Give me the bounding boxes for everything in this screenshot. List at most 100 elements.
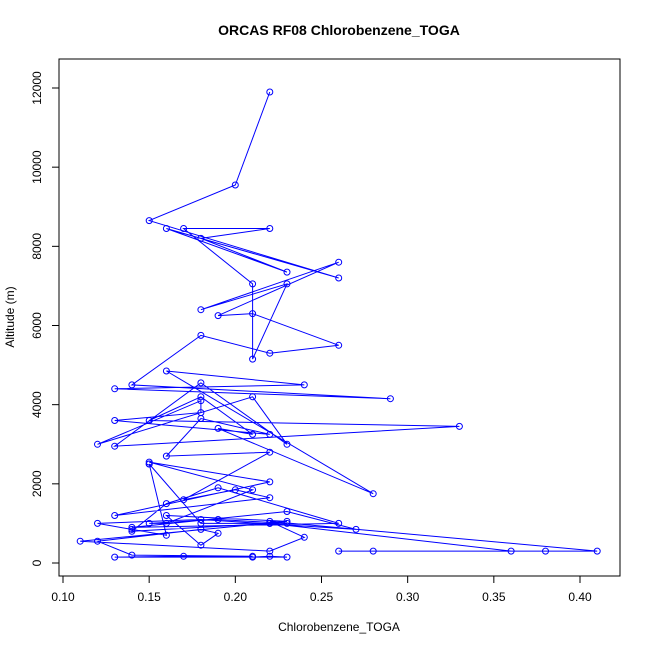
data-point: [111, 385, 119, 393]
data-point: [369, 490, 377, 498]
data-point: [231, 181, 239, 189]
data-point: [180, 225, 188, 232]
data-point: [145, 217, 153, 225]
data-point: [249, 310, 257, 318]
data-point: [197, 516, 205, 523]
data-point: [231, 486, 239, 494]
data-point: [145, 460, 153, 468]
data-point: [128, 527, 136, 535]
data-point: [266, 448, 274, 456]
data-point: [162, 225, 170, 232]
data-point: [542, 547, 549, 555]
data-point: [283, 268, 291, 276]
y-axis: 0 2000 4000 6000 8000 10000 12000: [30, 71, 60, 566]
data-point: [197, 409, 205, 417]
data-point: [111, 553, 119, 561]
data-point: [335, 519, 343, 527]
data-point: [145, 458, 153, 466]
data-point: [283, 508, 291, 515]
data-point: [128, 381, 136, 389]
data-point: [369, 547, 377, 555]
data-point: [386, 395, 394, 403]
x-tick-label: 0.15: [137, 590, 161, 604]
data-point: [300, 381, 308, 389]
data-point: [111, 442, 119, 450]
data-point: [128, 525, 136, 533]
data-point: [335, 547, 343, 555]
y-tick-label: 4000: [30, 391, 44, 418]
data-point: [266, 88, 274, 96]
data-point: [266, 430, 274, 438]
data-point: [111, 417, 119, 424]
x-tick-label: 0.25: [310, 590, 334, 604]
data-point: [249, 552, 257, 560]
data-point: [300, 533, 308, 541]
y-tick-label: 8000: [30, 233, 44, 260]
data-point: [266, 552, 274, 560]
data-point: [145, 519, 153, 527]
data-point: [197, 541, 205, 549]
data-point: [94, 440, 101, 448]
x-tick-label: 0.40: [568, 590, 592, 604]
data-point: [162, 367, 170, 375]
data-point: [214, 312, 222, 320]
x-tick-label: 0.30: [396, 590, 420, 604]
data-point: [249, 280, 257, 288]
data-point: [94, 519, 101, 527]
data-point: [335, 274, 343, 282]
data-point: [111, 512, 119, 519]
data-point: [180, 552, 188, 560]
y-tick-label: 10000: [30, 150, 44, 184]
y-tick-label: 2000: [30, 470, 44, 497]
data-point: [283, 440, 291, 448]
data-point: [455, 422, 463, 430]
data-point: [266, 519, 274, 527]
y-tick-label: 6000: [30, 312, 44, 339]
data-point: [162, 452, 170, 460]
data-point: [162, 512, 170, 519]
data-point: [283, 280, 291, 288]
data-point: [335, 258, 343, 266]
data-point: [266, 349, 274, 357]
data-point: [593, 547, 601, 555]
data-point: [214, 484, 222, 492]
data-point: [162, 500, 170, 508]
data-point: [76, 537, 84, 545]
data-point: [266, 494, 274, 502]
y-tick-label: 0: [30, 559, 44, 566]
data-point: [249, 355, 257, 363]
x-tick-label: 0.20: [224, 590, 248, 604]
data-point: [249, 430, 257, 438]
data-point: [197, 379, 205, 387]
series-line: [80, 91, 598, 558]
y-axis-label: Altitude (m): [3, 286, 17, 347]
data-point: [197, 306, 205, 314]
data-point: [283, 519, 291, 527]
data-point: [249, 486, 257, 494]
x-tick-label: 0.10: [51, 590, 75, 604]
x-axis-label: Chlorobenzene_TOGA: [278, 620, 400, 634]
data-point: [335, 341, 343, 349]
data-point: [197, 393, 205, 401]
data-point: [266, 517, 274, 525]
data-point: [352, 525, 360, 533]
data-point: [197, 234, 205, 242]
data-point: [249, 393, 257, 401]
data-point: [266, 478, 274, 486]
data-point: [283, 517, 291, 525]
data-point: [214, 516, 222, 523]
data-point: [214, 424, 222, 432]
data-point: [214, 529, 222, 537]
data-point: [197, 331, 205, 339]
data-point: [283, 553, 291, 561]
data-point: [94, 537, 101, 545]
data-point: [197, 397, 205, 405]
data-point: [162, 531, 170, 539]
data-point: [145, 417, 153, 424]
data-point: [162, 519, 170, 527]
data-point: [180, 496, 188, 504]
data-point: [507, 547, 515, 555]
y-tick-label: 12000: [30, 71, 44, 105]
data-point: [197, 519, 205, 527]
